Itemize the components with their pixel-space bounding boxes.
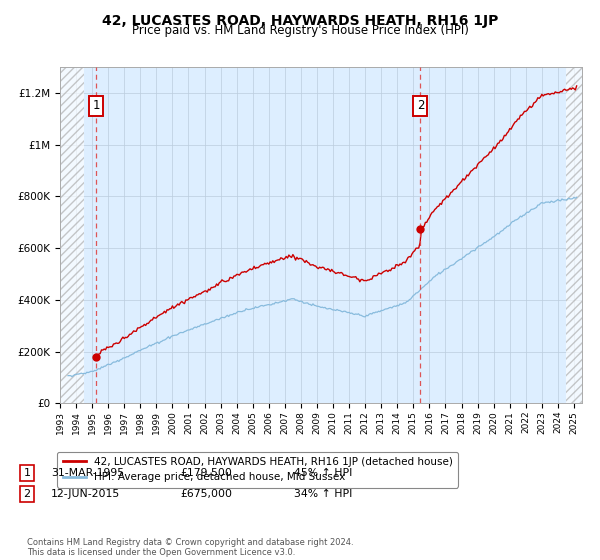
Text: 1: 1	[92, 99, 100, 113]
Text: 2: 2	[23, 489, 31, 499]
Legend: 42, LUCASTES ROAD, HAYWARDS HEATH, RH16 1JP (detached house), HPI: Average price: 42, LUCASTES ROAD, HAYWARDS HEATH, RH16 …	[58, 452, 458, 488]
Text: 45% ↑ HPI: 45% ↑ HPI	[294, 468, 352, 478]
Text: £675,000: £675,000	[180, 489, 232, 499]
Bar	[60, 67, 84, 403]
Text: £179,500: £179,500	[180, 468, 232, 478]
Text: 42, LUCASTES ROAD, HAYWARDS HEATH, RH16 1JP: 42, LUCASTES ROAD, HAYWARDS HEATH, RH16 …	[102, 14, 498, 28]
Bar	[566, 67, 582, 403]
Text: Contains HM Land Registry data © Crown copyright and database right 2024.
This d: Contains HM Land Registry data © Crown c…	[27, 538, 353, 557]
Text: 2: 2	[416, 99, 424, 113]
Text: 31-MAR-1995: 31-MAR-1995	[51, 468, 124, 478]
Text: 12-JUN-2015: 12-JUN-2015	[51, 489, 120, 499]
Text: 34% ↑ HPI: 34% ↑ HPI	[294, 489, 352, 499]
Text: 1: 1	[23, 468, 31, 478]
Text: Price paid vs. HM Land Registry's House Price Index (HPI): Price paid vs. HM Land Registry's House …	[131, 24, 469, 36]
